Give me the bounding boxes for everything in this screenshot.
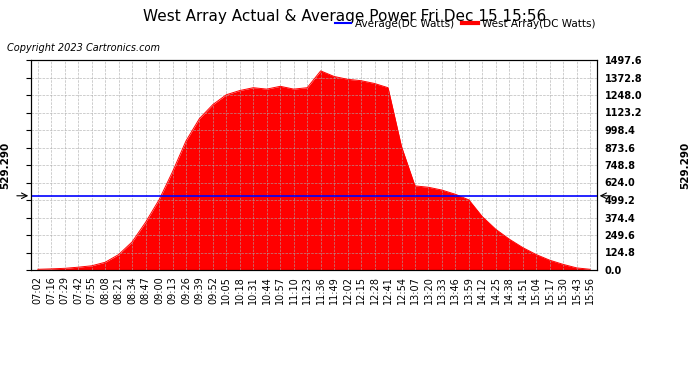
Text: 529.290: 529.290 [680, 141, 690, 189]
Legend: Average(DC Watts), West Array(DC Watts): Average(DC Watts), West Array(DC Watts) [331, 15, 600, 33]
Text: 529.290: 529.290 [1, 141, 10, 189]
Text: West Array Actual & Average Power Fri Dec 15 15:56: West Array Actual & Average Power Fri De… [144, 9, 546, 24]
Text: Copyright 2023 Cartronics.com: Copyright 2023 Cartronics.com [7, 43, 160, 53]
